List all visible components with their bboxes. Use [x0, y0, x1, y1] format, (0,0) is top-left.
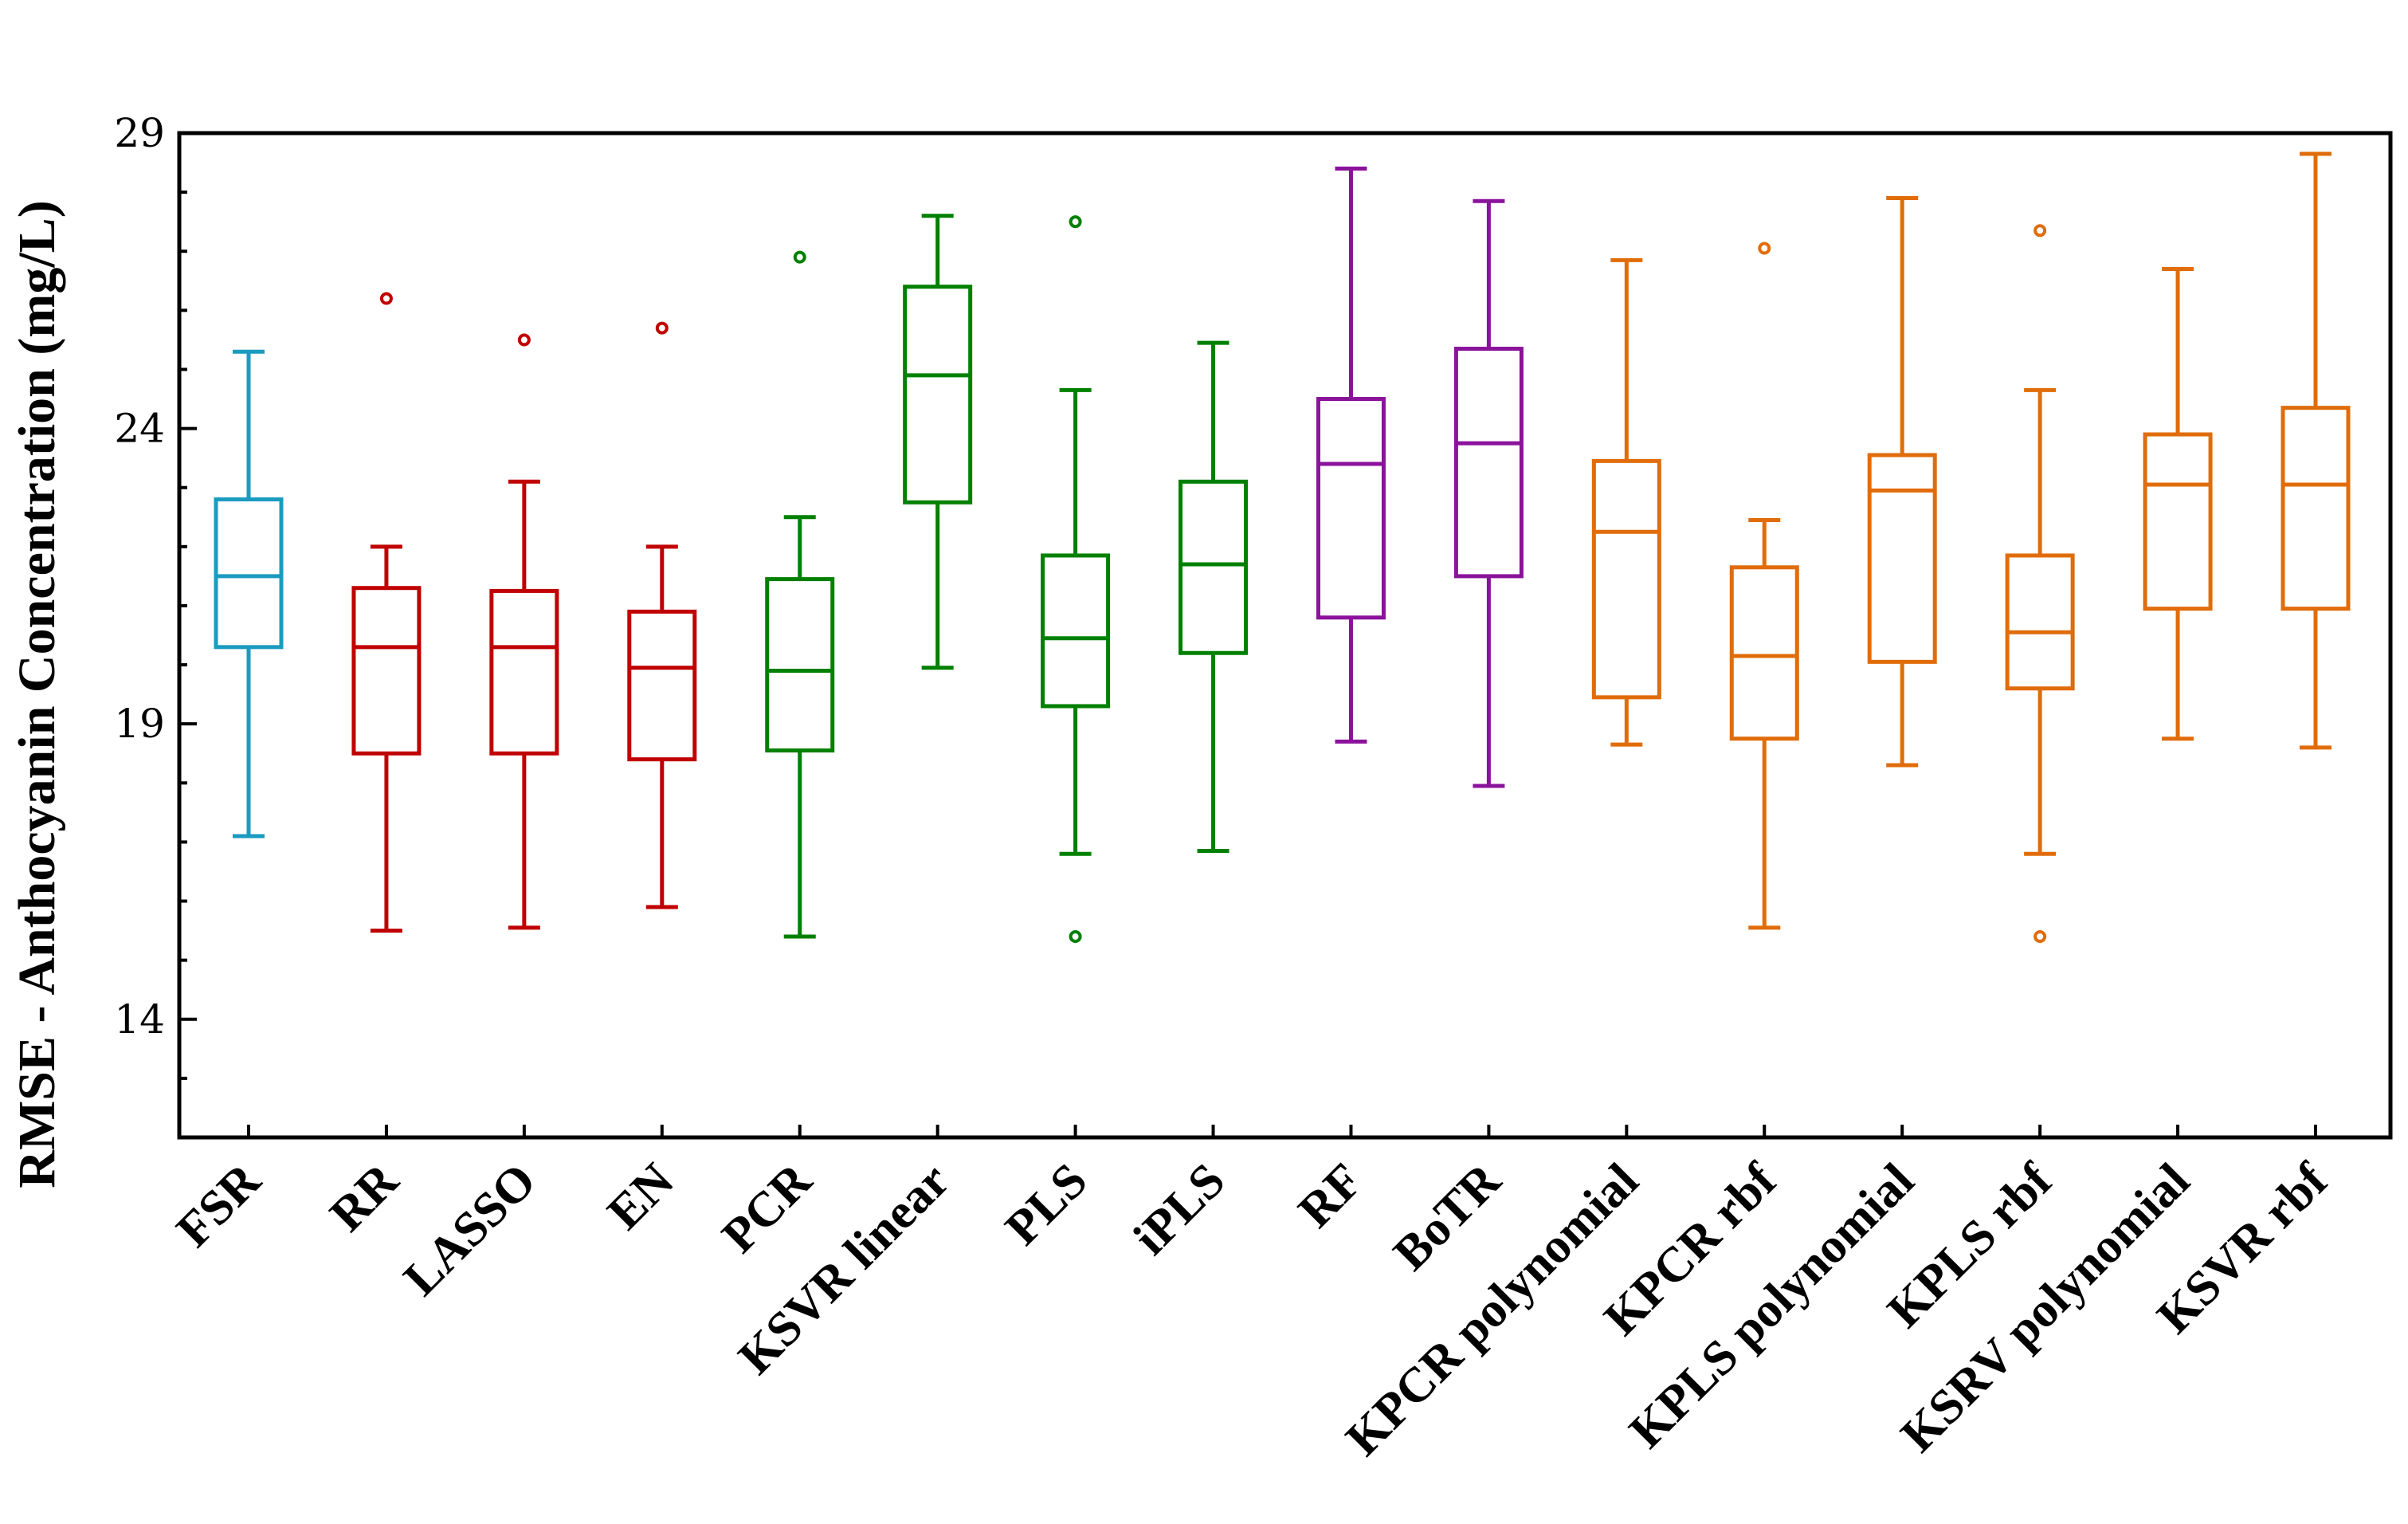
box-ksvr-rbf — [2281, 151, 2351, 750]
iqr-box — [351, 586, 422, 756]
iqr-box — [1179, 479, 1249, 655]
box-ksvr-linear — [903, 214, 973, 670]
boxes — [214, 151, 2351, 943]
box-rr — [351, 292, 422, 933]
y-tick-label: 14 — [114, 996, 165, 1043]
axes: 14 19 24 29 — [114, 110, 2393, 1140]
iqr-box — [1867, 453, 1937, 664]
box-pcr — [765, 250, 835, 939]
iqr-box — [2143, 432, 2213, 611]
iqr-box — [2281, 406, 2351, 611]
box-ipls — [1179, 340, 1249, 854]
outlier-point — [379, 292, 393, 305]
box-ksrv-polynomial — [2143, 266, 2213, 741]
y-axis-title: RMSE - Anthocyanin Concentration (mg/L) — [8, 200, 66, 1188]
iqr-box — [2005, 553, 2075, 691]
outlier-point — [2033, 224, 2047, 238]
outlier-point — [1069, 930, 1082, 943]
iqr-box — [627, 609, 697, 762]
outlier-point — [1069, 215, 1082, 229]
box-kpls-polynomial — [1867, 196, 1937, 768]
outlier-point — [1758, 242, 1771, 255]
iqr-box — [1453, 347, 1524, 579]
box-en — [627, 321, 697, 909]
outlier-point — [517, 333, 531, 347]
y-tick-label: 19 — [114, 701, 165, 747]
box-kpls-rbf — [2005, 224, 2075, 943]
iqr-box — [214, 497, 284, 650]
box-botr — [1453, 198, 1524, 788]
box-kpcr-polynomial — [1591, 257, 1661, 747]
iqr-box — [1041, 553, 1111, 709]
box-rf — [1316, 166, 1386, 744]
outlier-point — [655, 321, 669, 335]
y-tick-label: 29 — [114, 110, 165, 156]
outlier-point — [2033, 930, 2047, 943]
iqr-box — [489, 588, 559, 756]
iqr-box — [903, 285, 973, 505]
iqr-box — [1316, 397, 1386, 620]
outlier-point — [793, 250, 806, 264]
iqr-box — [765, 577, 835, 753]
iqr-box — [1729, 565, 1799, 741]
plot-frame — [177, 131, 2393, 1140]
box-lasso — [489, 333, 559, 930]
iqr-box — [1591, 458, 1661, 700]
box-fsr — [214, 349, 284, 839]
box-pls — [1041, 215, 1111, 943]
y-tick-label: 24 — [114, 406, 165, 452]
box-kpcr-rbf — [1729, 242, 1799, 930]
